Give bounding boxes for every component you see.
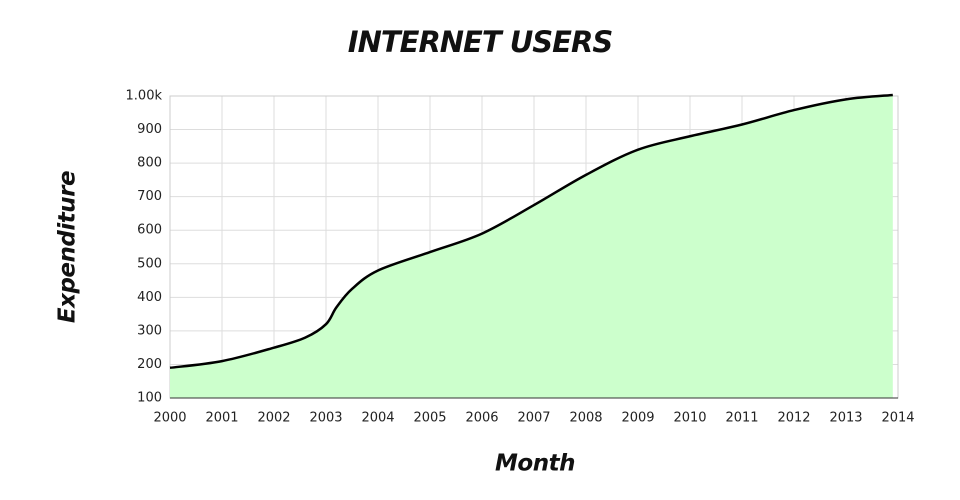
y-tick-label: 300 [137, 323, 162, 338]
x-tick-label: 2007 [517, 411, 550, 426]
area-line [169, 93, 893, 370]
x-tick-label: 2010 [673, 411, 706, 426]
x-tick-label: 2004 [361, 411, 394, 426]
y-tick-label: 500 [137, 256, 162, 271]
y-tick-label: 200 [137, 357, 162, 372]
y-tick-label: 900 [137, 122, 162, 137]
x-tick-label: 2002 [257, 411, 290, 426]
x-tick-label: 2001 [205, 411, 238, 426]
x-tick-label: 2003 [309, 411, 342, 426]
x-tick-label: 2014 [881, 411, 914, 426]
x-tick-label: 2012 [777, 411, 810, 426]
y-tick-label: 400 [137, 290, 162, 305]
x-axis-title: Month [495, 451, 575, 477]
x-tick-label: 2008 [569, 411, 602, 426]
x-tick-label: 2009 [621, 411, 654, 426]
area-fill [170, 94, 893, 398]
x-tick-label: 2006 [465, 411, 498, 426]
chart-title: INTERNET USERS [348, 25, 613, 59]
y-tick-label: 700 [137, 189, 162, 204]
y-axis-title: Expenditure [55, 171, 81, 323]
x-tick-label: 2011 [725, 411, 758, 426]
y-tick-label: 600 [137, 223, 162, 238]
x-tick-label: 2000 [153, 411, 186, 426]
y-tick-label: 100 [137, 391, 162, 406]
x-tick-label: 2005 [413, 411, 446, 426]
y-tick-label: 800 [137, 156, 162, 171]
y-tick-label: 1.00k [126, 89, 163, 104]
x-tick-label: 2013 [829, 411, 862, 426]
